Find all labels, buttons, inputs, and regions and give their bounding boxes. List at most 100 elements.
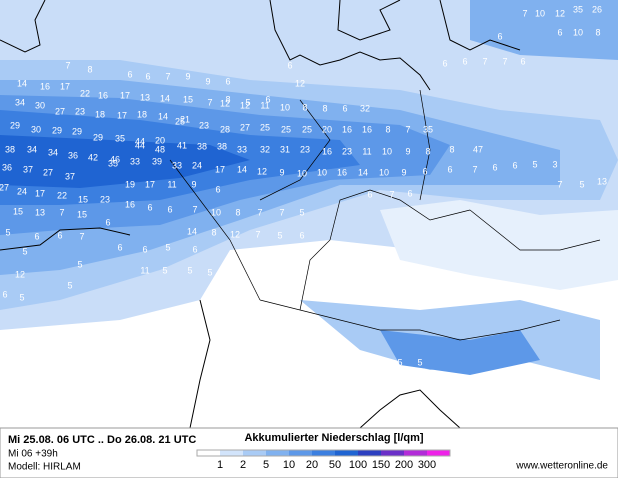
- precip-label: 17: [35, 188, 45, 198]
- precip-label: 6: [520, 56, 525, 66]
- precip-label: 26: [592, 4, 602, 14]
- precip-label: 6: [142, 244, 147, 254]
- precip-label: 5: [187, 265, 192, 275]
- precip-label: 10: [211, 207, 221, 217]
- precip-label: 13: [35, 207, 45, 217]
- precip-label: 8: [425, 146, 430, 156]
- precip-label: 27: [55, 106, 65, 116]
- precip-label: 5: [67, 280, 72, 290]
- precip-label: 17: [215, 164, 225, 174]
- precip-label: 17: [60, 81, 70, 91]
- precip-label: 12: [15, 269, 25, 279]
- precip-label: 44: [135, 140, 145, 150]
- precip-label: 5: [5, 227, 10, 237]
- legend-tick-label: 20: [306, 459, 318, 471]
- precip-label: 15: [13, 206, 23, 216]
- precip-label: 29: [93, 132, 103, 142]
- legend-tick-label: 200: [395, 459, 413, 471]
- precip-label: 6: [192, 244, 197, 254]
- precip-label: 38: [217, 141, 227, 151]
- precip-label: 18: [95, 109, 105, 119]
- model: Modell: HIRLAM: [8, 462, 81, 473]
- precip-label: 14: [160, 93, 170, 103]
- precip-label: 17: [120, 90, 130, 100]
- precip-label: 10: [573, 27, 583, 37]
- precip-label: 27: [43, 167, 53, 177]
- precip-label: 8: [302, 102, 307, 112]
- precip-label: 10: [379, 167, 389, 177]
- precip-label: 6: [105, 217, 110, 227]
- precip-label: 28: [220, 124, 230, 134]
- dry-area: [0, 240, 618, 428]
- source: www.wetteronline.de: [515, 461, 608, 472]
- precip-label: 23: [300, 144, 310, 154]
- borders: [169, 89, 601, 341]
- precip-label: 12: [220, 98, 230, 108]
- precip-label: 3: [552, 159, 557, 169]
- alps-rain-heavy: [380, 330, 540, 375]
- precip-label: 38: [5, 144, 15, 154]
- precip-label: 13: [597, 176, 607, 186]
- precip-label: 16: [40, 81, 50, 91]
- precip-label: 6: [407, 188, 412, 198]
- precip-label: 47: [473, 144, 483, 154]
- precip-label: 6: [287, 60, 292, 70]
- precip-label: 23: [75, 106, 85, 116]
- precip-label: 10: [280, 102, 290, 112]
- precip-label: 6: [492, 162, 497, 172]
- precip-label: 12: [295, 78, 305, 88]
- precip-label: 23: [100, 194, 110, 204]
- legend-swatch: [197, 450, 221, 456]
- precip-label: 5: [19, 292, 24, 302]
- legend-frame: [196, 449, 451, 457]
- precip-label: 6: [127, 69, 132, 79]
- precip-label: 23: [199, 120, 209, 130]
- precip-label: 9: [405, 146, 410, 156]
- precip-label: 6: [367, 189, 372, 199]
- precip-label: 5: [207, 267, 212, 277]
- precip-label: 16: [362, 124, 372, 134]
- precip-label: 5: [77, 259, 82, 269]
- precip-label: 23: [342, 146, 352, 156]
- precip-label: 8: [449, 144, 454, 154]
- precip-label: 44: [135, 136, 145, 146]
- precip-label: 8: [385, 124, 390, 134]
- precip-label: 46: [110, 154, 120, 164]
- precip-label: 6: [422, 166, 427, 176]
- precip-label: 14: [17, 78, 27, 88]
- legend-title: Akkumulierter Niederschlag [l/qm]: [244, 432, 423, 444]
- precip-label: 31: [280, 144, 290, 154]
- precip-label: 5: [397, 357, 402, 367]
- precip-label: 30: [31, 124, 41, 134]
- legend-tick-label: 5: [263, 459, 269, 471]
- legend-swatch: [381, 450, 405, 456]
- precip-label: 10: [382, 146, 392, 156]
- legend-tick-label: 150: [372, 459, 390, 471]
- precip-label: 7: [502, 56, 507, 66]
- precip-label: 9: [191, 179, 196, 189]
- precip-label: 37: [65, 171, 75, 181]
- precip-label: 8: [235, 207, 240, 217]
- precip-label: 6: [557, 27, 562, 37]
- precip-label: 41: [177, 140, 187, 150]
- precip-label: 6: [2, 289, 7, 299]
- precip-label: 6: [447, 164, 452, 174]
- precip-label: 6: [265, 94, 270, 104]
- precip-label: 6: [442, 58, 447, 68]
- precip-label: 5: [579, 179, 584, 189]
- precip-label: 11: [140, 265, 149, 275]
- precip-label: 15: [78, 194, 88, 204]
- legend-tick-label: 2: [240, 459, 246, 471]
- precip-label: 32: [360, 103, 370, 113]
- legend-swatch: [243, 450, 267, 456]
- precip-label: 7: [257, 207, 262, 217]
- precip-label: 6: [117, 242, 122, 252]
- precip-label: 5: [532, 159, 537, 169]
- precip-label: 7: [65, 60, 70, 70]
- precip-label: 17: [145, 179, 155, 189]
- precip-label: 36: [68, 150, 78, 160]
- precip-label: 14: [237, 164, 247, 174]
- precip-label: 7: [557, 179, 562, 189]
